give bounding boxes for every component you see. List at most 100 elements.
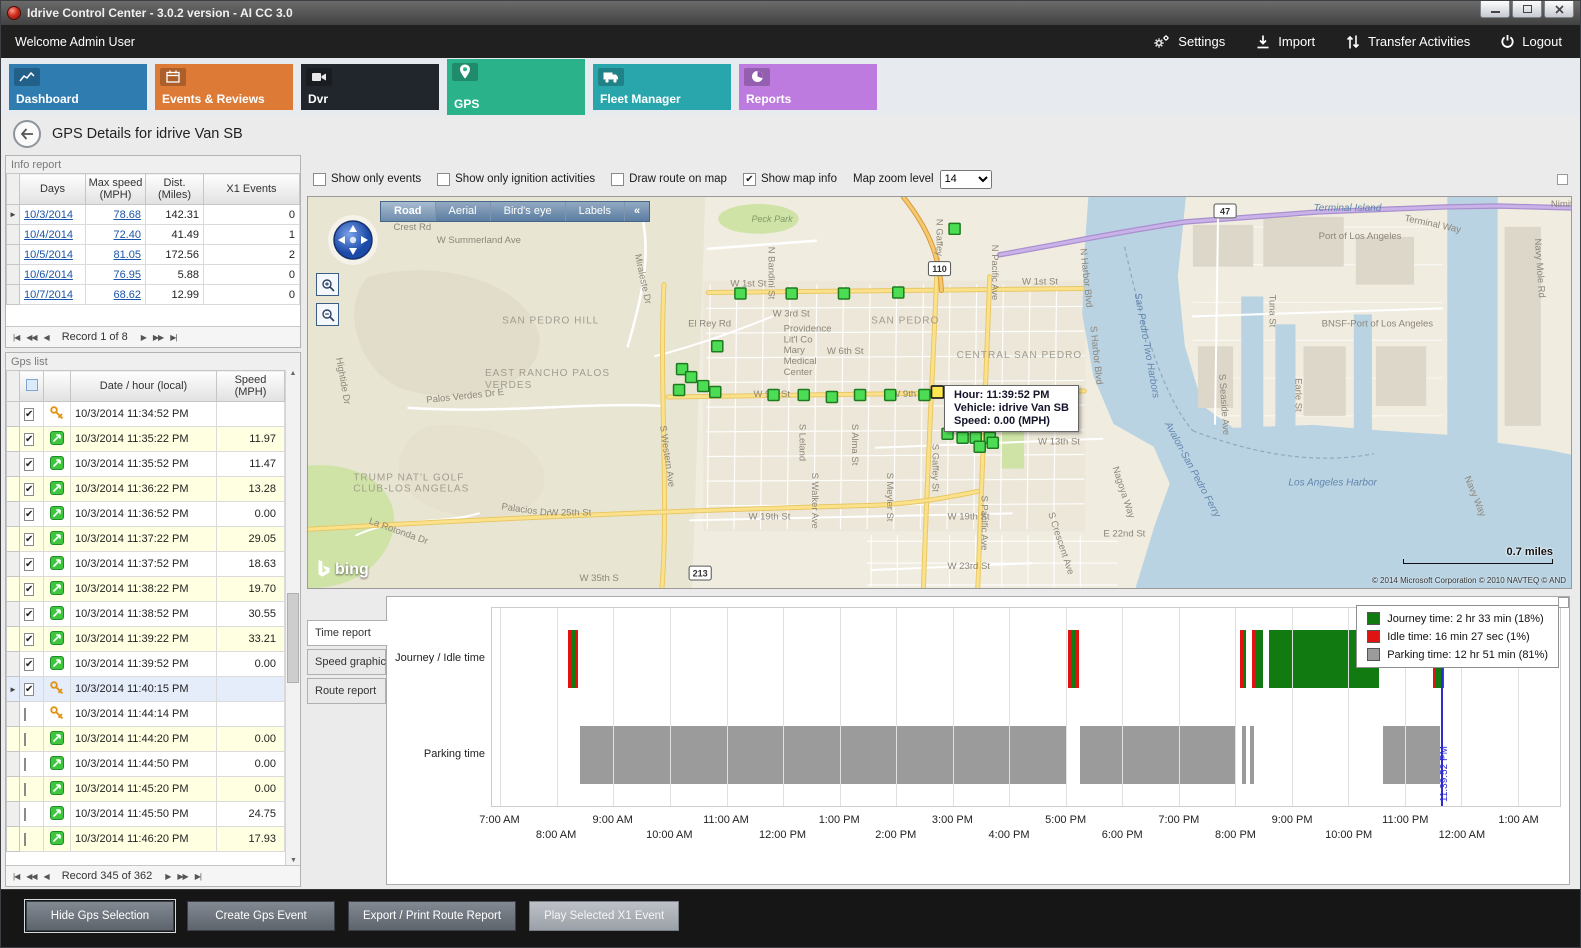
row-checkbox[interactable]: ✔ bbox=[24, 608, 35, 621]
create-gps-event-button[interactable]: Create Gps Event bbox=[187, 900, 335, 931]
map-view-tab-road[interactable]: Road bbox=[381, 202, 436, 221]
gps-list-row[interactable]: ✔ 10/3/2014 11:36:52 PM 0.00 bbox=[6, 501, 285, 527]
gps-list-scrollbar[interactable]: ▲ ▼ bbox=[285, 370, 300, 865]
gps-marker[interactable] bbox=[684, 370, 698, 384]
gps-list-row[interactable]: 10/3/2014 11:44:20 PM 0.00 bbox=[6, 726, 285, 752]
pager-prev-page[interactable]: ◀◀ bbox=[26, 332, 37, 342]
column-header[interactable]: X1 Events bbox=[203, 173, 300, 205]
gps-marker[interactable] bbox=[797, 388, 811, 402]
row-checkbox[interactable]: ✔ bbox=[24, 583, 35, 596]
checkbox-icon[interactable]: ✔ bbox=[742, 172, 756, 186]
row-checkbox[interactable] bbox=[24, 808, 26, 821]
info-report-row[interactable]: 10/5/2014 81.05 172.56 2 bbox=[6, 244, 300, 265]
day-link[interactable]: 10/4/2014 bbox=[24, 228, 73, 241]
gps-list-row[interactable]: ✔ 10/3/2014 11:35:52 PM 11.47 bbox=[6, 451, 285, 477]
row-checkbox[interactable]: ✔ bbox=[24, 433, 35, 446]
gps-marker[interactable] bbox=[734, 287, 747, 300]
column-header[interactable]: Days bbox=[19, 173, 86, 205]
gps-marker[interactable] bbox=[675, 362, 689, 376]
gps-list-row[interactable]: ► ✔ 10/3/2014 11:40:15 PM bbox=[6, 676, 285, 702]
row-checkbox[interactable] bbox=[24, 833, 26, 846]
gps-marker[interactable] bbox=[973, 440, 987, 453]
row-checkbox[interactable]: ✔ bbox=[24, 633, 35, 646]
pager-prev[interactable]: ◀ bbox=[43, 871, 50, 881]
map-zoom-out-button[interactable] bbox=[316, 303, 339, 326]
row-checkbox[interactable]: ✔ bbox=[24, 458, 35, 471]
gps-list-row[interactable]: ✔ 10/3/2014 11:38:22 PM 19.70 bbox=[6, 576, 285, 602]
day-link[interactable]: 10/5/2014 bbox=[24, 248, 73, 261]
info-report-row[interactable]: 10/6/2014 76.95 5.88 0 bbox=[6, 264, 300, 285]
topbar-action-logout[interactable]: Logout bbox=[1500, 33, 1562, 51]
checkbox-show-only-ignition-activities[interactable]: Show only ignition activities bbox=[437, 172, 595, 186]
gps-marker[interactable] bbox=[767, 388, 780, 402]
gps-marker[interactable] bbox=[696, 379, 710, 393]
day-link[interactable]: 10/7/2014 bbox=[24, 288, 73, 301]
info-report-row[interactable]: 10/7/2014 68.62 12.99 0 bbox=[6, 284, 300, 305]
select-all-header[interactable] bbox=[19, 370, 44, 402]
topbar-action-settings[interactable]: Settings bbox=[1151, 33, 1225, 51]
gps-list-row[interactable]: 10/3/2014 11:44:50 PM 0.00 bbox=[6, 751, 285, 777]
checkbox-icon[interactable] bbox=[437, 172, 451, 186]
pager-prev[interactable]: ◀ bbox=[43, 332, 50, 342]
column-header[interactable]: Dist. (Miles) bbox=[145, 173, 204, 205]
gps-marker[interactable] bbox=[891, 286, 905, 299]
max-speed-link[interactable]: 81.05 bbox=[113, 248, 141, 261]
gps-marker[interactable] bbox=[785, 287, 798, 300]
hide-gps-selection-button[interactable]: Hide Gps Selection bbox=[24, 898, 176, 933]
map-view-tab-aerial[interactable]: Aerial bbox=[436, 202, 491, 221]
map-zoom-in-button[interactable] bbox=[316, 273, 339, 296]
row-checkbox[interactable] bbox=[24, 708, 26, 721]
pager-prev-page[interactable]: ◀◀ bbox=[26, 871, 37, 881]
gps-list-row[interactable]: ✔ 10/3/2014 11:39:22 PM 33.21 bbox=[6, 626, 285, 652]
max-speed-link[interactable]: 72.40 bbox=[113, 228, 141, 241]
gps-marker[interactable] bbox=[918, 388, 931, 402]
gps-marker[interactable] bbox=[853, 388, 867, 402]
row-checkbox[interactable]: ✔ bbox=[24, 533, 35, 546]
checkbox-show-only-events[interactable]: Show only events bbox=[313, 172, 421, 186]
max-speed-link[interactable]: 68.62 bbox=[113, 288, 141, 301]
pager-next-page[interactable]: ▶▶ bbox=[152, 332, 164, 342]
gps-marker[interactable] bbox=[986, 436, 1000, 449]
gps-list-row[interactable]: 10/3/2014 11:45:20 PM 0.00 bbox=[6, 776, 285, 802]
pager-next[interactable]: ▶ bbox=[140, 332, 147, 342]
row-checkbox[interactable] bbox=[24, 733, 26, 746]
row-checkbox[interactable]: ✔ bbox=[24, 683, 35, 696]
row-checkbox[interactable]: ✔ bbox=[24, 483, 35, 496]
scroll-up-icon[interactable]: ▲ bbox=[289, 370, 297, 377]
pager-last[interactable]: ▶| bbox=[170, 332, 177, 342]
map-compass-control[interactable] bbox=[326, 213, 380, 270]
topbar-action-transfer-activities[interactable]: Transfer Activities bbox=[1345, 33, 1470, 51]
max-speed-link[interactable]: 78.68 bbox=[113, 208, 141, 221]
gps-list-row[interactable]: ✔ 10/3/2014 11:38:52 PM 30.55 bbox=[6, 601, 285, 627]
checkbox-draw-route-on-map[interactable]: Draw route on map bbox=[611, 172, 727, 186]
row-checkbox[interactable]: ✔ bbox=[24, 408, 35, 421]
max-speed-link[interactable]: 76.95 bbox=[113, 268, 141, 281]
topbar-action-import[interactable]: Import bbox=[1255, 33, 1315, 51]
nav-tab-dashboard[interactable]: Dashboard bbox=[9, 63, 147, 110]
gps-marker[interactable] bbox=[672, 383, 686, 397]
pager-first[interactable]: |◀ bbox=[13, 871, 20, 881]
info-report-row[interactable]: 10/4/2014 72.40 41.49 1 bbox=[6, 224, 300, 245]
info-report-row[interactable]: ► 10/3/2014 78.68 142.31 0 bbox=[6, 204, 300, 225]
speed-column-header[interactable]: Speed (MPH) bbox=[216, 370, 285, 402]
gps-list-row[interactable]: 10/3/2014 11:45:50 PM 24.75 bbox=[6, 801, 285, 827]
report-tab-route-report[interactable]: Route report bbox=[307, 678, 386, 704]
row-checkbox[interactable] bbox=[24, 783, 26, 796]
day-link[interactable]: 10/3/2014 bbox=[24, 208, 73, 221]
row-checkbox[interactable]: ✔ bbox=[24, 508, 35, 521]
map-tabs-collapse-icon[interactable]: « bbox=[634, 205, 641, 217]
gps-list-row[interactable]: ✔ 10/3/2014 11:39:52 PM 0.00 bbox=[6, 651, 285, 677]
maximize-button[interactable] bbox=[1512, 1, 1542, 18]
pager-next-page[interactable]: ▶▶ bbox=[177, 871, 188, 881]
report-tab-speed-graphic[interactable]: Speed graphic bbox=[307, 649, 386, 675]
column-header[interactable]: Max speed (MPH) bbox=[85, 173, 146, 205]
checkbox-icon[interactable] bbox=[313, 172, 326, 186]
gps-marker[interactable] bbox=[710, 340, 724, 353]
export-print-route-report-button[interactable]: Export / Print Route Report bbox=[348, 900, 517, 931]
gps-list-row[interactable]: ✔ 10/3/2014 11:34:52 PM bbox=[6, 401, 285, 427]
nav-tab-gps[interactable]: GPS bbox=[447, 58, 585, 115]
row-checkbox[interactable] bbox=[24, 758, 26, 771]
day-link[interactable]: 10/6/2014 bbox=[24, 268, 73, 281]
gps-list-row[interactable]: ✔ 10/3/2014 11:37:52 PM 18.63 bbox=[6, 551, 285, 577]
gps-list-row[interactable]: ✔ 10/3/2014 11:36:22 PM 13.28 bbox=[6, 476, 285, 502]
